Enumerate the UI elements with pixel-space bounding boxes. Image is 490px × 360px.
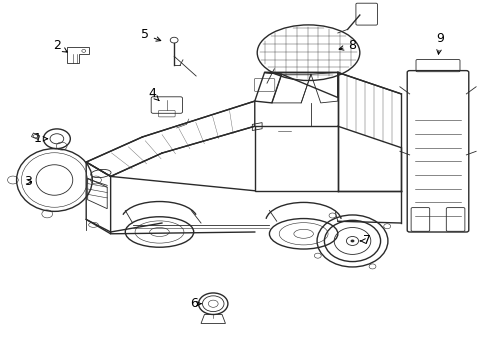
Text: 3: 3 [24, 175, 31, 188]
Text: 9: 9 [437, 32, 444, 54]
Text: 1: 1 [33, 132, 48, 145]
Text: 5: 5 [141, 28, 161, 41]
Text: 4: 4 [148, 87, 159, 101]
Ellipse shape [350, 239, 354, 242]
Text: 2: 2 [53, 39, 67, 52]
Text: 6: 6 [190, 297, 201, 310]
Text: 7: 7 [360, 234, 371, 247]
Text: 8: 8 [339, 39, 357, 52]
